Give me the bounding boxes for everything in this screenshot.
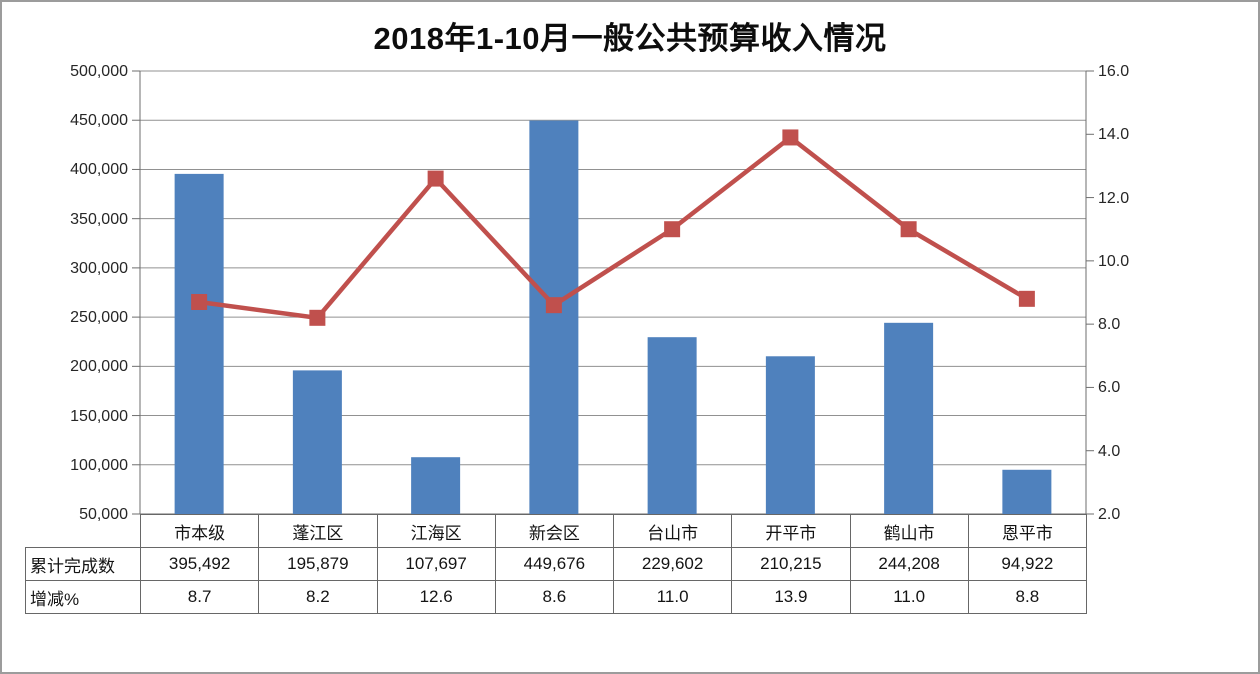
table-corner-cell [26, 515, 141, 548]
left-axis-tick-label: 300,000 [70, 259, 128, 277]
line-marker [427, 170, 444, 187]
left-axis-tick-label: 400,000 [70, 161, 128, 179]
category-cell: 鹤山市 [849, 514, 969, 548]
line-marker [900, 221, 917, 238]
left-axis-tick-label: 450,000 [70, 112, 128, 130]
category-cell: 开平市 [731, 514, 851, 548]
left-axis-tick-label: 100,000 [70, 456, 128, 474]
value-cell: 8.6 [494, 580, 615, 614]
line-marker [782, 129, 799, 146]
bar [174, 173, 224, 514]
right-axis-tick-label: 14.0 [1098, 126, 1130, 144]
bar [411, 457, 461, 514]
value-cell: 11.0 [612, 580, 733, 614]
bar [884, 322, 934, 514]
value-cell: 8.2 [258, 580, 378, 614]
bar [529, 120, 579, 514]
right-axis-tick-label: 12.0 [1098, 189, 1130, 207]
right-axis-tick-label: 8.0 [1098, 316, 1121, 334]
line-marker [1018, 290, 1035, 307]
right-axis-tick-label: 4.0 [1098, 442, 1121, 460]
value-cell: 8.8 [967, 580, 1088, 614]
category-cell: 市本级 [139, 514, 260, 548]
row-header-cell: 增减% [25, 580, 141, 614]
data-table: 市本级 蓬江区 江海区 新会区 台山市 开平市 鹤山市 恩平市累计完成数 395,492 195,… [25, 514, 1088, 614]
bar [647, 337, 697, 514]
left-axis-tick-label: 500,000 [70, 63, 128, 80]
value-cell: 195,879 [258, 547, 378, 581]
bar [1002, 469, 1052, 514]
bar [292, 370, 342, 514]
bar [765, 356, 815, 514]
right-axis-tick-label: 6.0 [1098, 379, 1121, 397]
value-cell: 11.0 [849, 580, 969, 614]
value-cell: 13.9 [731, 580, 851, 614]
left-axis-tick-label: 50,000 [79, 506, 128, 523]
line-marker [664, 221, 681, 238]
right-axis-tick-label: 10.0 [1098, 252, 1130, 270]
value-cell: 210,215 [731, 547, 851, 581]
left-axis-tick-label: 150,000 [70, 407, 128, 425]
line-marker [191, 293, 208, 310]
chart-title: 2018年1-10月一般公共预算收入情况 [373, 21, 887, 56]
line-series [198, 134, 1029, 321]
value-cell: 229,602 [612, 547, 733, 581]
value-cell: 107,697 [376, 547, 496, 581]
value-cell: 449,676 [494, 547, 615, 581]
value-cell: 12.6 [376, 580, 496, 614]
value-cell: 395,492 [139, 547, 260, 581]
category-cell: 新会区 [494, 514, 615, 548]
line-marker [309, 309, 326, 326]
right-axis-tick-label: 16.0 [1098, 63, 1130, 80]
line-marker [545, 297, 562, 314]
value-cell: 244,208 [849, 547, 969, 581]
category-cell: 江海区 [376, 514, 496, 548]
left-axis-tick-label: 250,000 [70, 309, 128, 327]
right-axis-tick-label: 2.0 [1098, 506, 1121, 523]
category-cell: 台山市 [612, 514, 733, 548]
left-axis-tick-label: 350,000 [70, 210, 128, 228]
row-header-cell: 累计完成数 [25, 547, 141, 581]
category-cell: 蓬江区 [258, 514, 378, 548]
left-axis-tick-label: 200,000 [70, 358, 128, 376]
category-cell: 恩平市 [967, 514, 1088, 548]
value-cell: 8.7 [139, 580, 260, 614]
value-cell: 94,922 [967, 547, 1088, 581]
